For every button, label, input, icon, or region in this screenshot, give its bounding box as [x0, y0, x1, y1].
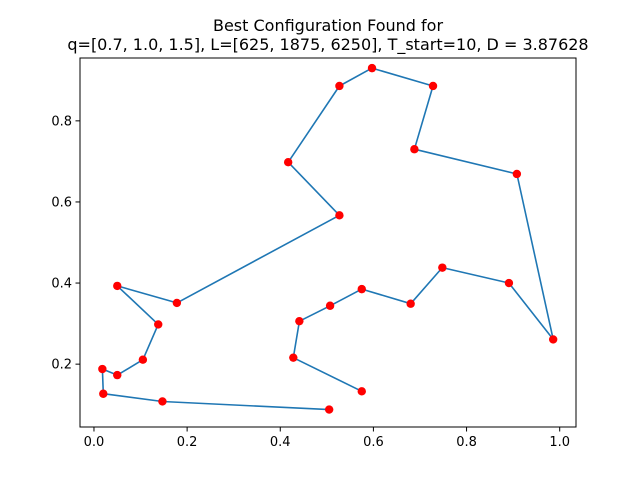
data-point — [335, 81, 344, 91]
y-tick-label: 0.8 — [51, 114, 72, 129]
chart-subtitle: q=[0.7, 1.0, 1.5], L=[625, 1875, 6250], … — [67, 35, 588, 55]
x-tick-label: 0.6 — [363, 435, 384, 450]
x-tick-label: 0.2 — [177, 435, 198, 450]
chart-title: Best Configuration Found for — [213, 16, 443, 35]
x-tick-label: 0.4 — [270, 435, 291, 450]
data-point — [154, 320, 163, 329]
data-point — [138, 355, 148, 364]
data-point — [504, 278, 514, 288]
y-tick-label: 0.2 — [51, 358, 72, 373]
data-point — [438, 263, 447, 272]
data-point — [324, 405, 334, 414]
data-point — [113, 281, 122, 291]
data-point — [98, 364, 107, 374]
y-tick-label: 0.4 — [51, 277, 72, 292]
data-point — [158, 397, 167, 406]
data-point — [289, 353, 298, 362]
data-point — [367, 63, 377, 73]
data-point — [335, 211, 344, 220]
data-point — [410, 145, 419, 154]
data-point — [428, 81, 438, 91]
data-point — [548, 335, 558, 344]
data-point — [406, 299, 415, 308]
data-point — [325, 301, 335, 310]
x-tick-label: 0.8 — [456, 435, 477, 450]
data-point — [357, 387, 366, 396]
data-point — [99, 389, 108, 398]
data-point — [357, 284, 366, 294]
data-point — [295, 316, 304, 326]
data-point — [113, 370, 122, 380]
x-tick-label: 1.0 — [549, 435, 570, 450]
plot-area: 0.0 0.2 0.4 0.6 0.8 1.0 0.2 0.4 0.6 0.8 — [51, 57, 577, 450]
data-point — [512, 169, 522, 179]
x-tick-label: 0.0 — [84, 435, 105, 450]
axes-frame — [79, 57, 577, 428]
data-point — [283, 158, 293, 167]
data-point — [172, 298, 182, 308]
y-tick-label: 0.6 — [51, 195, 72, 210]
